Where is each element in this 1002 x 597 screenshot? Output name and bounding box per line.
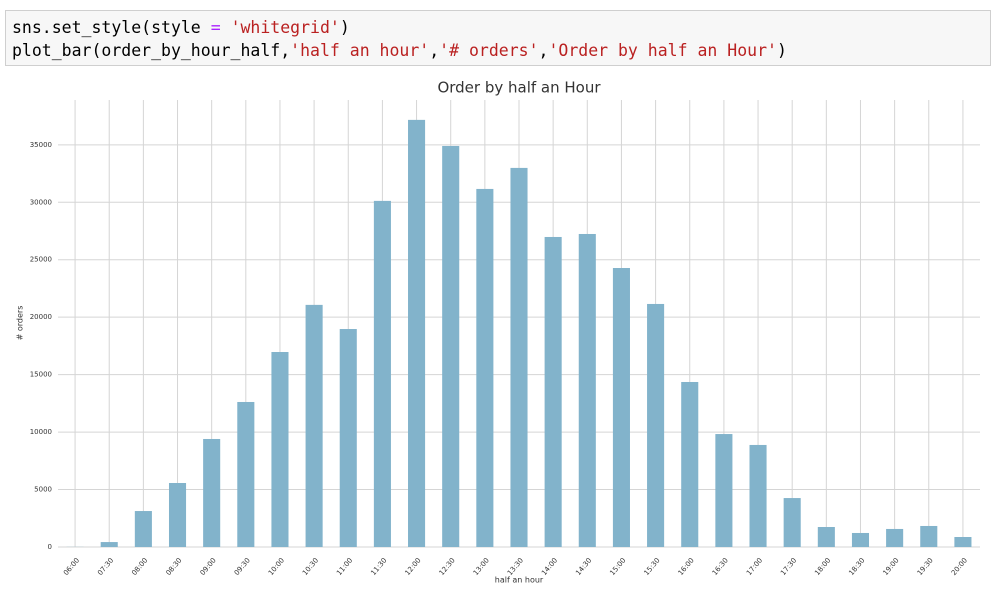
code-line: plot_bar(order_by_hour_half,'half an hou… <box>12 39 984 62</box>
bar <box>442 145 460 548</box>
x-tick-label: 15:30 <box>643 556 662 577</box>
x-tick-label: 06:00 <box>62 556 81 577</box>
code-token: sns.set_style(style <box>12 18 211 37</box>
x-tick-label: 09:00 <box>199 556 218 577</box>
x-tick-label: 08:00 <box>130 556 149 577</box>
chart-title: Order by half an Hour <box>437 79 601 97</box>
bar <box>544 236 562 547</box>
code-token: plot_bar(order_by_hour_half, <box>12 41 291 60</box>
code-token: 'half an hour' <box>290 41 430 60</box>
code-token: '# orders' <box>439 41 539 60</box>
bar <box>681 381 699 547</box>
y-axis-label: # orders <box>16 306 25 341</box>
x-tick-label: 17:30 <box>779 556 798 577</box>
bar <box>715 434 733 547</box>
code-token: , <box>538 41 549 60</box>
code-line: sns.set_style(style = 'whitegrid') <box>12 16 984 39</box>
x-tick-label: 07:30 <box>96 556 115 577</box>
code-token: 'Order by half an Hour' <box>548 41 777 60</box>
code-token: 'whitegrid' <box>230 18 340 37</box>
x-tick-label: 16:30 <box>711 556 730 577</box>
x-tick-label: 11:30 <box>369 556 388 577</box>
x-tick-label: 19:30 <box>916 556 935 577</box>
x-axis-label: half an hour <box>495 576 544 585</box>
bar <box>612 267 630 547</box>
bar <box>954 537 972 547</box>
code-token: ) <box>776 41 787 60</box>
x-tick-label: 15:00 <box>608 556 627 577</box>
code-token: ) <box>339 18 350 37</box>
x-tick-label: 10:30 <box>301 556 320 577</box>
x-tick-label: 18:00 <box>813 556 832 577</box>
bar <box>237 401 255 547</box>
bar <box>510 167 528 548</box>
bar <box>203 438 221 547</box>
x-tick-label: 17:00 <box>745 556 764 577</box>
x-tick-label: 11:00 <box>335 556 354 577</box>
y-tick-label: 10000 <box>30 428 52 436</box>
y-tick-label: 30000 <box>30 198 52 206</box>
bar <box>647 303 665 547</box>
x-tick-label: 16:00 <box>677 556 696 577</box>
bar <box>134 511 152 547</box>
x-tick-label: 14:30 <box>574 556 593 577</box>
bar <box>271 351 289 547</box>
bar <box>339 329 357 547</box>
y-tick-label: 15000 <box>30 371 52 379</box>
code-token: = <box>210 18 221 37</box>
x-tick-label: 13:00 <box>472 556 491 577</box>
bar <box>305 304 323 547</box>
x-tick-label: 08:30 <box>164 556 183 577</box>
bar <box>100 542 118 547</box>
bar <box>749 444 767 547</box>
bar <box>476 188 494 547</box>
x-tick-label: 19:00 <box>882 556 901 577</box>
x-tick-label: 12:30 <box>438 556 457 577</box>
y-tick-label: 0 <box>48 543 52 551</box>
bar <box>168 482 187 547</box>
x-tick-label: 10:00 <box>267 556 286 577</box>
x-tick-label: 14:00 <box>540 556 559 577</box>
bar <box>886 528 904 547</box>
bar <box>920 525 938 547</box>
x-tick-label: 13:30 <box>506 556 525 577</box>
y-tick-label: 25000 <box>30 256 52 264</box>
x-tick-label: 09:30 <box>233 556 252 577</box>
bar <box>408 119 426 548</box>
x-tick-label: 12:00 <box>404 556 423 577</box>
y-tick-label: 20000 <box>30 313 52 321</box>
x-tick-label: 20:00 <box>950 556 969 577</box>
y-tick-label: 35000 <box>30 141 52 149</box>
bar <box>578 233 596 547</box>
bar <box>783 498 801 547</box>
code-cell: sns.set_style(style = 'whitegrid') plot_b… <box>5 10 991 66</box>
bar <box>373 200 391 548</box>
bar <box>851 532 870 547</box>
code-token: , <box>429 41 440 60</box>
y-tick-label: 5000 <box>34 486 52 494</box>
bar <box>817 527 835 547</box>
x-tick-label: 18:30 <box>847 556 866 577</box>
